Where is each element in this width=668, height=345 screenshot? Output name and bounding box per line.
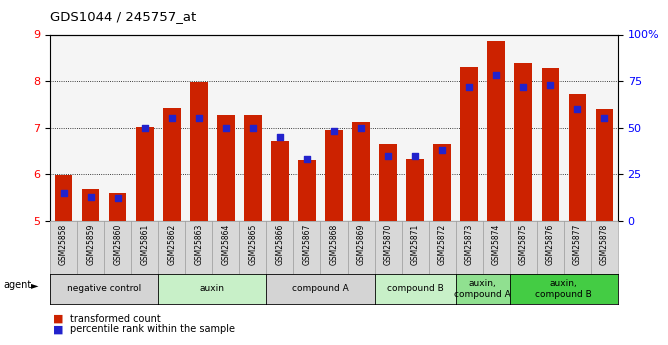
Bar	[190, 82, 208, 221]
Point	[355, 125, 366, 130]
Text: compound A: compound A	[292, 284, 349, 294]
Text: GSM25866: GSM25866	[275, 224, 285, 265]
Bar	[325, 130, 343, 221]
Bar	[406, 159, 424, 221]
Point	[112, 196, 123, 201]
Point	[58, 190, 69, 196]
Text: agent: agent	[3, 279, 31, 289]
Text: GSM25878: GSM25878	[600, 224, 609, 265]
Bar	[488, 41, 505, 221]
Point	[329, 129, 339, 134]
Point	[599, 116, 610, 121]
Point	[194, 116, 204, 121]
Text: ■: ■	[53, 314, 64, 324]
Text: GSM25870: GSM25870	[383, 224, 393, 265]
Text: GSM25869: GSM25869	[357, 224, 365, 265]
Text: GSM25872: GSM25872	[438, 224, 447, 265]
Text: percentile rank within the sample: percentile rank within the sample	[70, 325, 235, 334]
Text: GSM25877: GSM25877	[573, 224, 582, 265]
Bar	[55, 175, 72, 221]
Point	[383, 153, 393, 158]
Point	[220, 125, 231, 130]
Bar	[568, 94, 586, 221]
Point	[166, 116, 177, 121]
Text: GSM25862: GSM25862	[167, 224, 176, 265]
Point	[140, 125, 150, 130]
Bar	[271, 141, 289, 221]
Bar	[379, 144, 397, 221]
Bar	[136, 127, 154, 221]
Text: transformed count: transformed count	[70, 314, 161, 324]
Bar	[514, 63, 532, 221]
Text: GSM25861: GSM25861	[140, 224, 149, 265]
Text: GSM25876: GSM25876	[546, 224, 555, 265]
Point	[491, 73, 502, 78]
Text: GSM25867: GSM25867	[303, 224, 311, 265]
Text: auxin,
compound B: auxin, compound B	[536, 279, 593, 299]
Bar	[596, 109, 613, 221]
Text: GSM25873: GSM25873	[465, 224, 474, 265]
Point	[464, 84, 474, 89]
Text: compound B: compound B	[387, 284, 444, 294]
Bar	[434, 144, 451, 221]
Point	[275, 134, 285, 140]
Text: GSM25858: GSM25858	[59, 224, 68, 265]
Text: GDS1044 / 245757_at: GDS1044 / 245757_at	[50, 10, 196, 23]
Bar	[460, 67, 478, 221]
Point	[437, 147, 448, 153]
Text: GSM25860: GSM25860	[113, 224, 122, 265]
Point	[86, 194, 96, 199]
Text: GSM25871: GSM25871	[411, 224, 420, 265]
Bar	[352, 122, 370, 221]
Text: ►: ►	[31, 280, 38, 290]
Bar	[244, 115, 262, 221]
Text: GSM25865: GSM25865	[248, 224, 257, 265]
Text: GSM25868: GSM25868	[329, 224, 339, 265]
Text: auxin: auxin	[200, 284, 225, 294]
Point	[248, 125, 259, 130]
Text: negative control: negative control	[67, 284, 142, 294]
Bar	[217, 115, 234, 221]
Point	[545, 82, 556, 88]
Text: GSM25864: GSM25864	[221, 224, 230, 265]
Point	[572, 106, 582, 112]
Bar	[542, 68, 559, 221]
Point	[518, 84, 528, 89]
Bar	[163, 108, 180, 221]
Text: GSM25875: GSM25875	[519, 224, 528, 265]
Point	[409, 153, 420, 158]
Text: GSM25859: GSM25859	[86, 224, 95, 265]
Text: auxin,
compound A: auxin, compound A	[454, 279, 511, 299]
Bar	[109, 193, 126, 221]
Text: ■: ■	[53, 325, 64, 334]
Text: GSM25874: GSM25874	[492, 224, 501, 265]
Text: GSM25863: GSM25863	[194, 224, 203, 265]
Bar	[298, 160, 316, 221]
Point	[302, 157, 313, 162]
Bar	[82, 189, 100, 221]
